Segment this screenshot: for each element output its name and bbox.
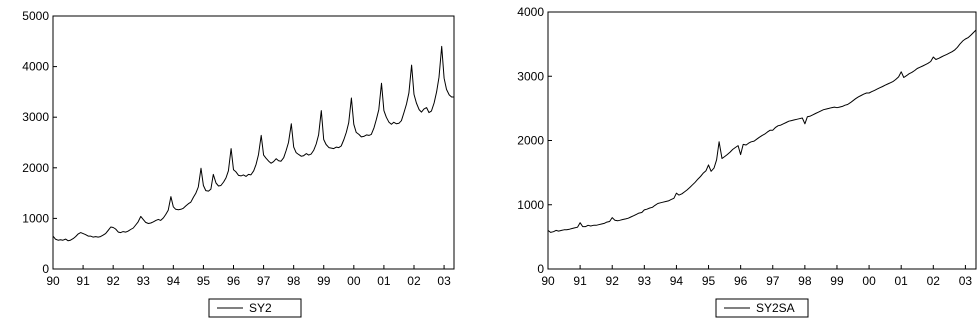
x-tick-label: 92 [606, 274, 620, 288]
y-tick-label: 0 [42, 262, 49, 276]
series-line-sy2 [52, 45, 454, 242]
y-tick-label: 2000 [22, 161, 49, 175]
y-tick-label: 3000 [22, 110, 49, 124]
x-tick-label: 01 [895, 274, 909, 288]
x-tick-label: 96 [734, 274, 748, 288]
legend-label: SY2SA [756, 301, 795, 315]
x-tick-label: 02 [407, 274, 421, 288]
x-tick-label: 94 [167, 274, 181, 288]
y-tick-label: 4000 [22, 60, 49, 74]
x-tick-label: 93 [137, 274, 151, 288]
y-tick-label: 1000 [517, 198, 544, 212]
x-tick-label: 94 [670, 274, 684, 288]
x-tick-label: 98 [798, 274, 812, 288]
y-tick-label: 5000 [22, 9, 49, 23]
x-tick-label: 03 [959, 274, 973, 288]
x-tick-label: 92 [106, 274, 120, 288]
legend-label: SY2 [249, 301, 272, 315]
legend-box [715, 298, 809, 318]
x-tick-label: 99 [317, 274, 331, 288]
x-tick-label: 91 [573, 274, 587, 288]
plot-frame [547, 11, 977, 270]
legend-box [208, 298, 302, 318]
x-tick-label: 97 [766, 274, 780, 288]
y-tick-label: 1000 [22, 211, 49, 225]
y-tick-label: 3000 [517, 69, 544, 83]
x-tick-label: 00 [347, 274, 361, 288]
x-tick-label: 01 [377, 274, 391, 288]
x-tick-label: 90 [541, 274, 555, 288]
chart-right-sy2sa: 0 1000 2000 3000 4000 90 91 92 93 94 95 96 97 98 99 00 0… [517, 5, 977, 318]
series-line-sy2sa [547, 29, 977, 233]
x-tick-label: 03 [437, 274, 451, 288]
x-tick-label: 00 [862, 274, 876, 288]
x-tick-label: 95 [197, 274, 211, 288]
x-tick-label: 93 [638, 274, 652, 288]
x-tick-label: 95 [702, 274, 716, 288]
y-tick-label: 2000 [517, 134, 544, 148]
x-tick-label: 97 [257, 274, 271, 288]
x-tick-label: 98 [287, 274, 301, 288]
x-tick-label: 02 [927, 274, 941, 288]
x-tick-label: 91 [76, 274, 90, 288]
plot-frame [52, 15, 455, 270]
x-tick-label: 99 [830, 274, 844, 288]
x-tick-label: 90 [46, 274, 60, 288]
x-tick-label: 96 [227, 274, 241, 288]
y-tick-label: 0 [537, 262, 544, 276]
y-tick-label: 4000 [517, 5, 544, 19]
